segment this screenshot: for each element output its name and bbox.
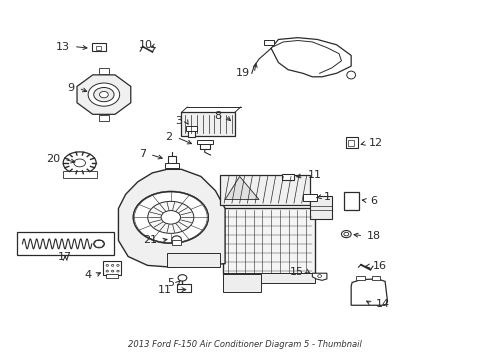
- Text: 2: 2: [165, 132, 172, 142]
- Ellipse shape: [133, 192, 208, 243]
- Text: 7: 7: [139, 149, 146, 159]
- Bar: [197, 140, 212, 144]
- Ellipse shape: [111, 265, 114, 266]
- Ellipse shape: [117, 265, 119, 266]
- Text: 3: 3: [175, 116, 182, 126]
- Ellipse shape: [100, 91, 108, 98]
- Bar: [355, 276, 364, 280]
- Ellipse shape: [74, 159, 85, 167]
- Text: 8: 8: [214, 111, 221, 121]
- Ellipse shape: [161, 211, 180, 224]
- Ellipse shape: [88, 83, 120, 106]
- Polygon shape: [224, 176, 259, 199]
- Text: 17: 17: [58, 252, 72, 262]
- Bar: [264, 40, 273, 45]
- Ellipse shape: [94, 240, 104, 248]
- Text: 21: 21: [143, 235, 157, 246]
- Polygon shape: [77, 75, 130, 114]
- Text: 18: 18: [366, 231, 381, 241]
- Bar: [302, 194, 317, 201]
- Text: 2013 Ford F-150 Air Conditioner Diagram 5 - Thumbnail: 2013 Ford F-150 Air Conditioner Diagram …: [127, 340, 361, 349]
- Bar: [62, 171, 97, 178]
- Bar: [17, 232, 113, 256]
- Ellipse shape: [178, 275, 186, 281]
- Text: 1: 1: [323, 192, 330, 202]
- Bar: [346, 137, 358, 148]
- Ellipse shape: [343, 232, 348, 236]
- Text: 12: 12: [368, 138, 382, 148]
- Text: 15: 15: [289, 267, 303, 277]
- Text: 10: 10: [138, 40, 152, 50]
- Text: 4: 4: [84, 270, 91, 280]
- Bar: [282, 174, 294, 180]
- Bar: [181, 112, 234, 135]
- Text: 13: 13: [56, 41, 70, 51]
- Bar: [309, 196, 331, 219]
- Bar: [343, 193, 359, 210]
- Ellipse shape: [147, 201, 193, 233]
- Bar: [185, 126, 197, 131]
- Bar: [96, 46, 102, 50]
- Ellipse shape: [341, 230, 350, 238]
- Polygon shape: [118, 169, 224, 267]
- Bar: [371, 276, 380, 280]
- Text: 5: 5: [166, 278, 173, 288]
- Bar: [166, 253, 220, 267]
- Ellipse shape: [106, 265, 108, 266]
- Polygon shape: [350, 279, 386, 305]
- Bar: [171, 240, 181, 245]
- Ellipse shape: [111, 270, 114, 272]
- Bar: [92, 43, 106, 51]
- Bar: [187, 130, 195, 137]
- Bar: [222, 208, 314, 274]
- Ellipse shape: [346, 71, 355, 79]
- Text: 11: 11: [307, 170, 321, 180]
- Bar: [222, 273, 314, 283]
- Ellipse shape: [106, 270, 108, 272]
- Bar: [220, 175, 309, 205]
- Ellipse shape: [117, 270, 119, 272]
- Text: 16: 16: [372, 261, 386, 271]
- Text: 9: 9: [67, 83, 75, 93]
- Text: 6: 6: [370, 195, 377, 206]
- Bar: [222, 274, 261, 292]
- Polygon shape: [312, 273, 326, 280]
- Bar: [347, 140, 353, 146]
- Ellipse shape: [317, 275, 321, 278]
- Text: 11: 11: [158, 285, 171, 294]
- Bar: [105, 274, 118, 278]
- Bar: [99, 115, 108, 121]
- Bar: [176, 284, 191, 292]
- Bar: [102, 261, 121, 275]
- Bar: [99, 68, 108, 74]
- Bar: [167, 156, 175, 165]
- Polygon shape: [94, 240, 104, 247]
- Ellipse shape: [171, 236, 181, 244]
- Text: 19: 19: [236, 68, 250, 78]
- Bar: [200, 141, 209, 149]
- Text: 20: 20: [46, 154, 60, 165]
- Ellipse shape: [63, 152, 96, 174]
- Text: 14: 14: [375, 299, 389, 309]
- Ellipse shape: [94, 87, 114, 102]
- Bar: [164, 163, 178, 167]
